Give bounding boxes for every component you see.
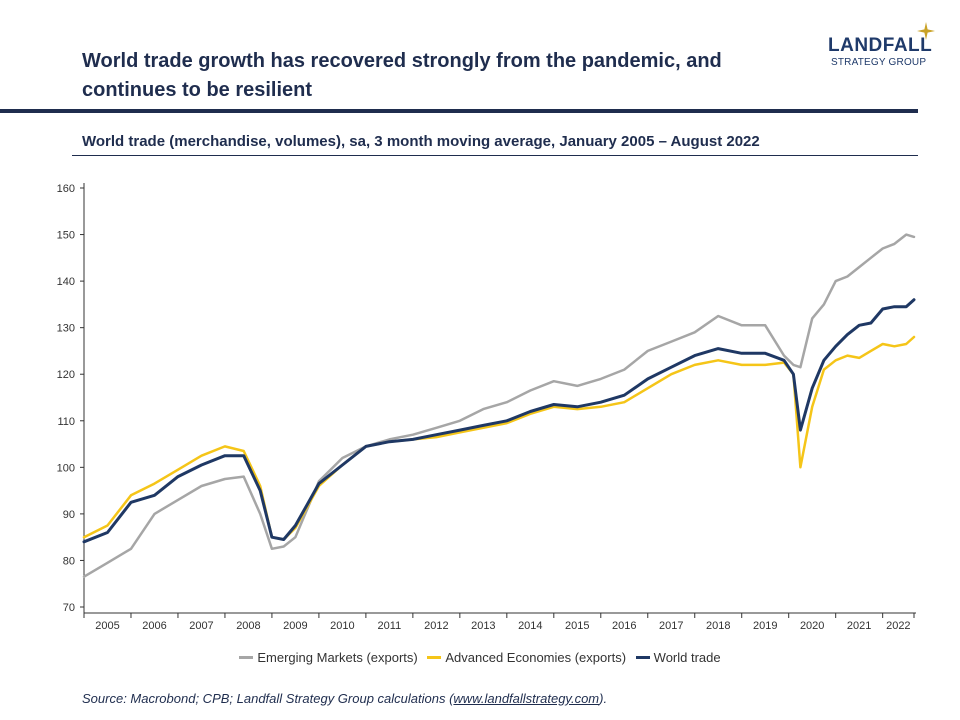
x-tick-label: 2005 (95, 620, 119, 632)
legend-label: Advanced Economies (exports) (445, 650, 627, 665)
x-tick-label: 2011 (378, 620, 402, 632)
x-tick-label: 2021 (847, 620, 871, 632)
y-tick-label: 150 (57, 230, 75, 242)
legend-item: World trade (635, 650, 721, 665)
x-tick-label: 2018 (706, 620, 730, 632)
source-note: Source: Macrobond; CPB; Landfall Strateg… (82, 691, 607, 706)
y-tick-label: 100 (57, 462, 75, 474)
legend-item: Advanced Economies (exports) (427, 650, 626, 665)
x-tick-label: 2015 (565, 620, 589, 632)
x-tick-label: 2009 (283, 620, 307, 632)
x-tick-label: 2007 (189, 620, 213, 632)
page-title: World trade growth has recovered strongl… (82, 50, 722, 101)
y-tick-label: 140 (57, 276, 75, 288)
legend-swatch (239, 656, 254, 660)
chart-subtitle: World trade (merchandise, volumes), sa, … (82, 133, 760, 150)
landfall-logo: LANDFALL STRATEGY GROUP (828, 22, 938, 72)
logo-subtitle: STRATEGY GROUP (831, 57, 927, 68)
x-tick-label: 2016 (612, 620, 636, 632)
x-tick-label: 2020 (800, 620, 824, 632)
series-line (82, 335, 916, 541)
source-prefix: Source: Macrobond; CPB; Landfall Strateg… (82, 691, 454, 706)
x-tick-label: 2013 (471, 620, 495, 632)
y-tick-label: 130 (57, 323, 75, 335)
source-link[interactable]: www.landfallstrategy.com (453, 691, 600, 706)
subtitle-divider (72, 155, 918, 156)
y-tick-label: 160 (57, 183, 75, 195)
legend-item: Emerging Markets (exports) (239, 650, 418, 665)
star-icon (917, 22, 935, 40)
x-tick-label: 2017 (659, 620, 683, 632)
y-tick-label: 80 (63, 555, 75, 567)
source-suffix: ). (599, 691, 608, 706)
y-tick-label: 90 (63, 509, 75, 521)
series-line (82, 298, 916, 544)
legend-swatch (635, 656, 650, 660)
legend-label: Emerging Markets (exports) (257, 650, 418, 665)
legend-swatch (427, 656, 442, 660)
x-tick-label: 2022 (886, 620, 910, 632)
logo-name: LANDFALL (828, 35, 933, 56)
y-tick-label: 70 (63, 602, 75, 614)
y-tick-label: 120 (57, 369, 75, 381)
series-line (82, 233, 916, 578)
y-tick-label: 110 (57, 416, 75, 428)
x-tick-label: 2008 (236, 620, 260, 632)
x-tick-label: 2012 (424, 620, 448, 632)
x-tick-label: 2014 (518, 620, 542, 632)
legend-label: World trade (653, 650, 721, 665)
chart-legend: Emerging Markets (exports) Advanced Econ… (0, 650, 960, 665)
x-tick-label: 2006 (142, 620, 166, 632)
header-divider (0, 109, 918, 113)
x-tick-label: 2019 (753, 620, 777, 632)
x-tick-label: 2010 (330, 620, 354, 632)
